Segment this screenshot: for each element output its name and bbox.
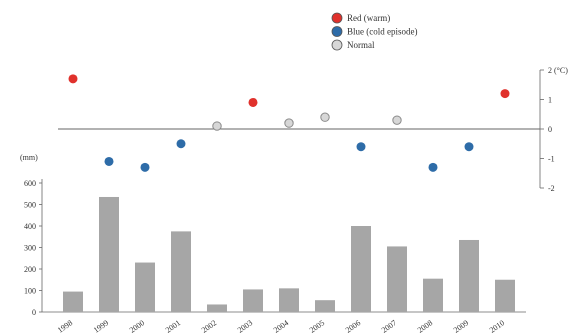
scatter-point	[176, 139, 186, 149]
legend-label: Red (warm)	[347, 13, 390, 23]
x-tick-label: 2003	[236, 318, 254, 333]
bar-y-tick-label: 400	[24, 222, 36, 231]
bar	[495, 279, 515, 312]
x-tick-label: 2010	[488, 318, 506, 333]
scatter-point	[500, 89, 510, 99]
x-tick-label: 2005	[308, 318, 326, 333]
bar-y-tick-label: 200	[24, 265, 36, 274]
scatter-point	[248, 97, 258, 107]
legend-label: Blue (cold episode)	[347, 27, 417, 37]
scatter-point	[212, 121, 222, 131]
bar	[99, 196, 119, 312]
x-tick-label: 2007	[380, 318, 398, 333]
x-tick-label: 2006	[344, 318, 362, 333]
x-tick-label: 2008	[416, 318, 434, 333]
scatter-point	[392, 115, 402, 125]
scatter-y-axis-label: (°C)	[554, 66, 568, 75]
x-tick-label: 2001	[164, 318, 182, 333]
legend-marker	[331, 12, 343, 24]
bar-y-tick-label: 100	[24, 287, 36, 296]
bar	[243, 289, 263, 312]
x-tick-label: 2009	[452, 318, 470, 333]
bar	[171, 231, 191, 312]
scatter-point	[356, 142, 366, 152]
bar	[351, 226, 371, 312]
bar-y-tick-label: 300	[24, 244, 36, 253]
scatter-point	[320, 112, 330, 122]
bar	[135, 262, 155, 312]
x-tick-label: 2002	[200, 318, 218, 333]
bar	[279, 288, 299, 312]
scatter-y-tick-label: -2	[548, 184, 555, 193]
bar-y-tick-label: 0	[32, 308, 36, 317]
scatter-y-tick-label: 1	[548, 96, 552, 105]
scatter-y-tick-label: 2	[548, 66, 552, 75]
scatter-point	[140, 162, 150, 172]
x-tick-label: 2004	[272, 318, 290, 333]
legend-marker	[331, 26, 343, 37]
x-tick-label: 1998	[56, 318, 74, 333]
bar-y-tick-label: 500	[24, 201, 36, 210]
bar	[423, 278, 443, 312]
bar-y-axis-label: (mm)	[20, 153, 38, 162]
scatter-point	[68, 74, 78, 84]
bar	[387, 246, 407, 312]
scatter-y-tick-label: -1	[548, 155, 555, 164]
bar	[63, 291, 83, 312]
scatter-point	[464, 142, 474, 152]
legend-marker	[331, 39, 343, 51]
bar	[315, 300, 335, 312]
scatter-y-tick-label: 0	[548, 125, 552, 134]
bar	[459, 239, 479, 312]
scatter-point	[428, 162, 438, 172]
scatter-point	[104, 156, 114, 166]
x-tick-label: 2000	[128, 318, 146, 333]
x-tick-label: 1999	[92, 318, 110, 333]
bar-y-tick-label: 600	[24, 179, 36, 188]
scatter-point	[284, 118, 294, 128]
bar	[207, 304, 227, 312]
legend-label: Normal	[347, 40, 375, 50]
